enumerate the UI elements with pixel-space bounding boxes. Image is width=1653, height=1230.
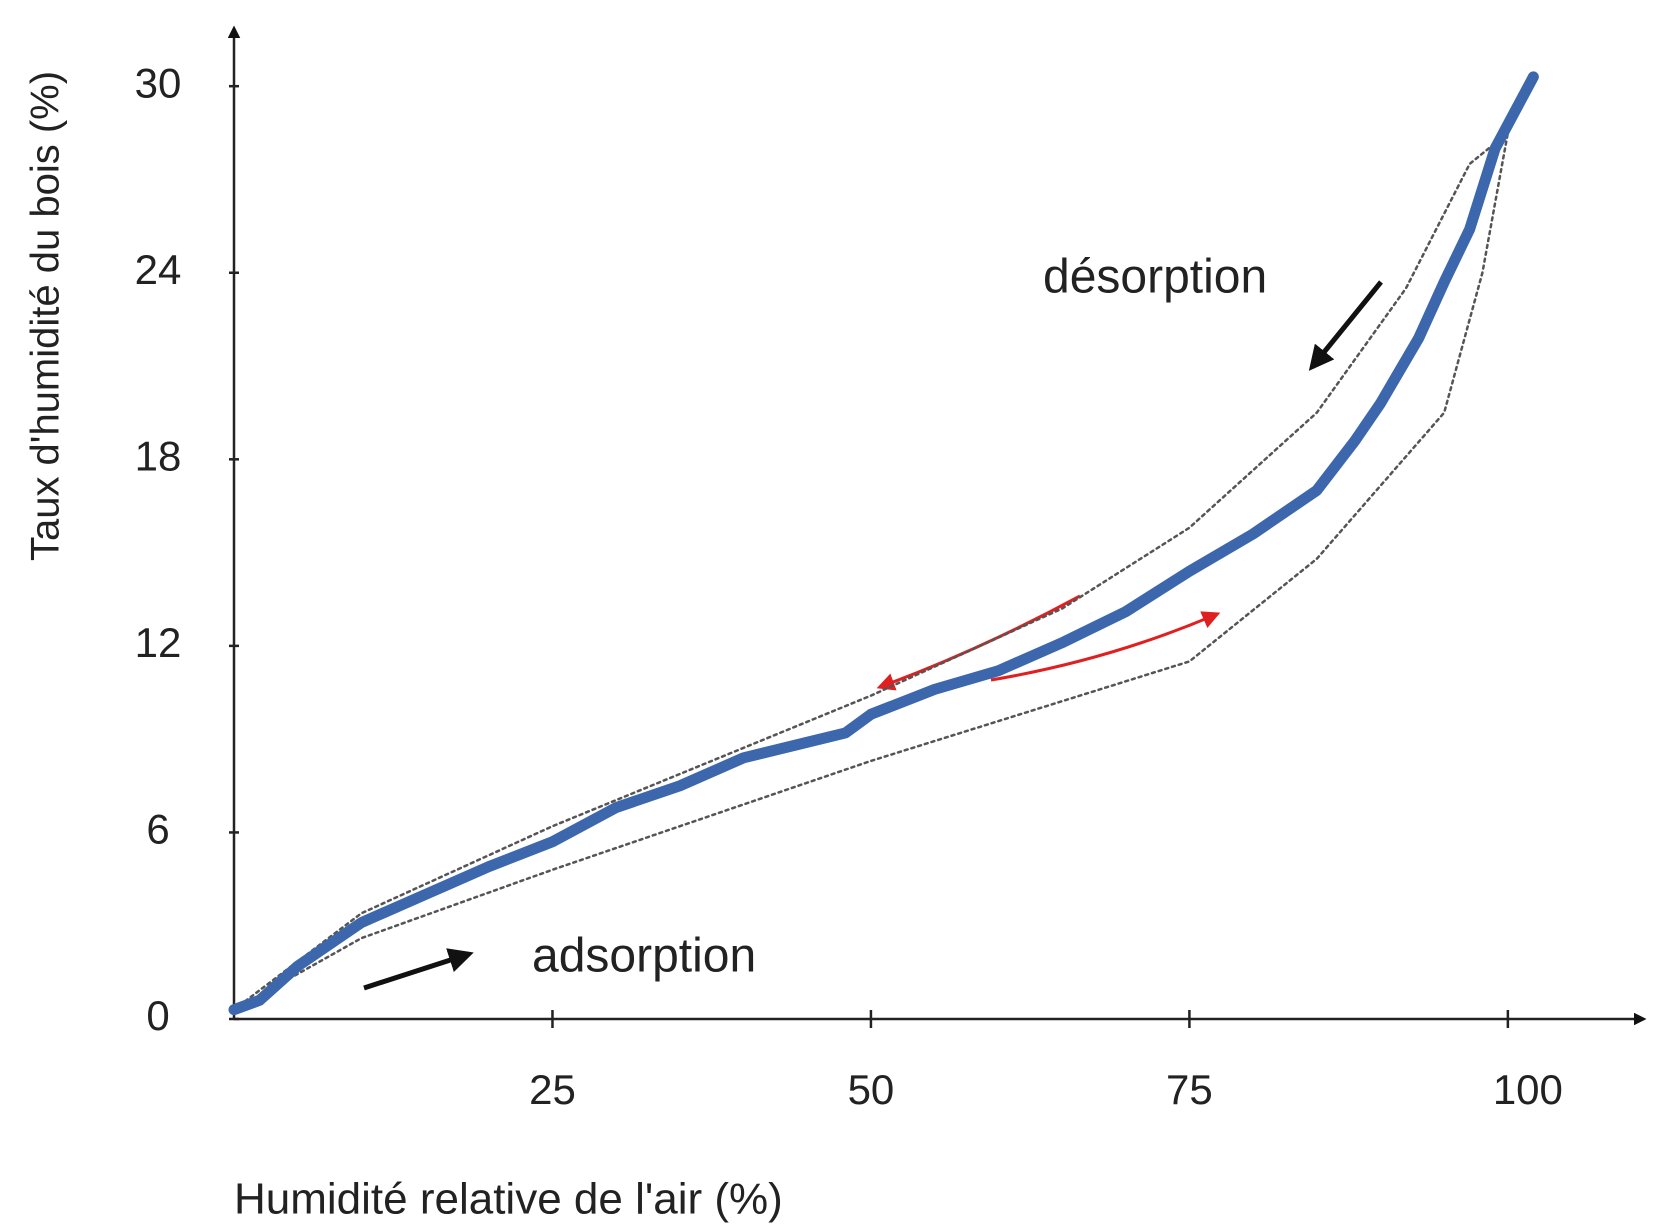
x-tick-label: 25	[529, 1066, 576, 1113]
arrow	[990, 611, 1221, 682]
y-tick-label: 30	[135, 59, 182, 106]
y-axis-label: Taux d'humidité du bois (%)	[24, 71, 68, 561]
y-tick-label: 6	[146, 806, 169, 853]
arrow	[363, 948, 474, 991]
arrow	[1308, 280, 1383, 371]
x-tick-label: 100	[1493, 1066, 1563, 1113]
annotation: adsorption	[532, 930, 756, 983]
x-axis-label: Humidité relative de l'air (%)	[234, 1175, 783, 1224]
y-tick-label: 0	[146, 992, 169, 1039]
dotted-curve	[232, 131, 1510, 1011]
y-tick-label: 12	[135, 619, 182, 666]
y-tick-label: 24	[135, 246, 182, 293]
annotation: désorption	[1043, 251, 1267, 304]
dotted-curve	[232, 131, 1510, 1011]
y-tick-label: 18	[135, 432, 182, 479]
x-tick-label: 50	[848, 1066, 895, 1113]
x-tick-label: 75	[1166, 1066, 1213, 1113]
curve	[228, 71, 1539, 1016]
